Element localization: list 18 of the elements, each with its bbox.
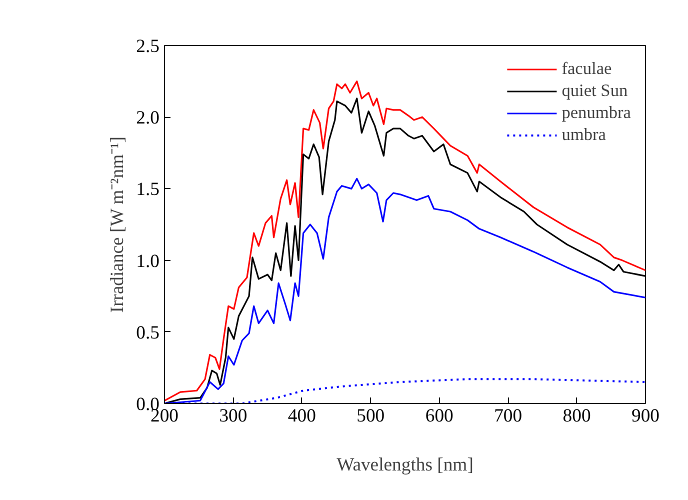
y-tick-label: 1.0 — [136, 250, 160, 272]
y-tick-label: 2.5 — [136, 36, 160, 57]
x-tick-label: 800 — [562, 406, 591, 426]
x-tick-label: 500 — [356, 406, 385, 426]
legend-label: faculae — [562, 59, 612, 79]
y-tick-label: 2.0 — [136, 108, 160, 129]
y-tick-label: 1.5 — [136, 179, 160, 200]
x-tick-label: 600 — [425, 406, 454, 426]
y-axis-title: Irradiance [W m⁻²nm⁻¹] — [107, 136, 128, 313]
x-tick-label: 300 — [219, 406, 248, 426]
legend-label: penumbra — [562, 103, 631, 123]
x-tick-label: 900 — [632, 406, 660, 426]
legend-label: umbra — [562, 125, 606, 145]
x-tick-label: 400 — [288, 406, 316, 426]
y-tick-label: 0.5 — [136, 322, 160, 344]
x-tick-label: 700 — [494, 406, 522, 426]
legend-label: quiet Sun — [562, 81, 628, 101]
x-axis-title: Wavelengths [nm] — [336, 454, 474, 476]
